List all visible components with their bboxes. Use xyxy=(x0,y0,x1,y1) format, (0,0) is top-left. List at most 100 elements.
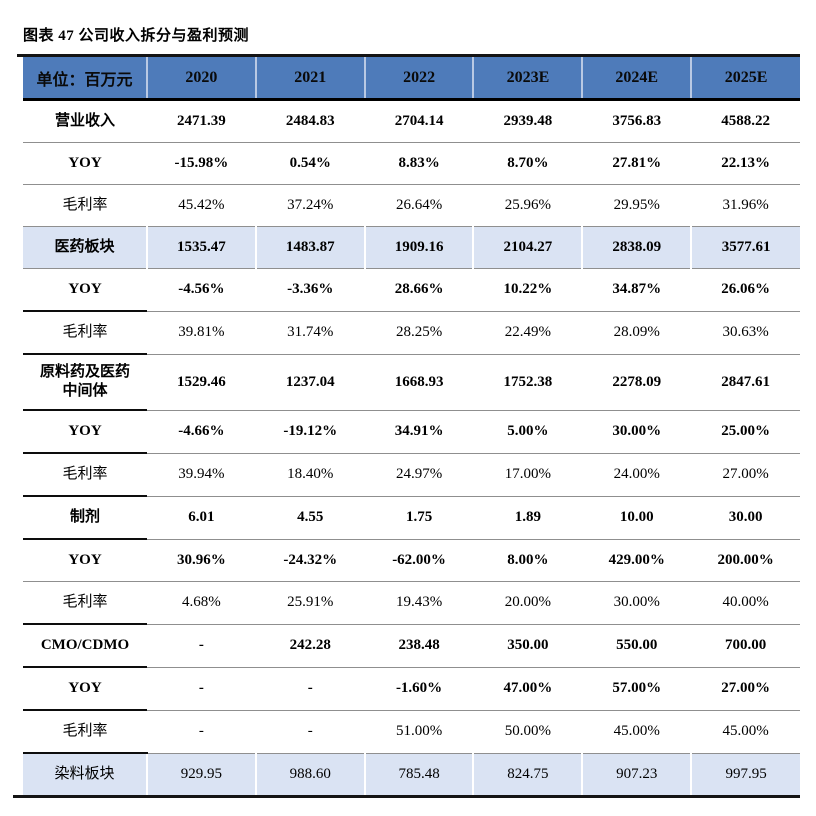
value-cell: -62.00% xyxy=(364,539,474,582)
row-label: 医药板块 xyxy=(23,226,148,269)
value-cell: 22.13% xyxy=(691,142,800,185)
value-cell: - xyxy=(147,624,256,668)
value-cell: 2278.09 xyxy=(582,354,692,411)
value-cell: 45.00% xyxy=(691,710,800,754)
value-cell: 1237.04 xyxy=(255,354,365,411)
year-column-header: 2020 xyxy=(147,57,257,101)
row-label: 原料药及医药中间体 xyxy=(23,354,147,411)
value-cell: 34.91% xyxy=(364,410,474,454)
value-cell: 26.06% xyxy=(691,268,800,312)
value-cell: 30.00% xyxy=(582,581,692,625)
value-cell: 350.00 xyxy=(473,624,583,668)
value-cell: -19.12% xyxy=(255,410,365,454)
value-cell: 2847.61 xyxy=(691,354,800,411)
row-label: 毛利率 xyxy=(23,453,147,497)
value-cell: 238.48 xyxy=(364,624,474,668)
value-cell: -3.36% xyxy=(255,268,365,312)
value-cell: 25.91% xyxy=(255,581,365,625)
value-cell: 20.00% xyxy=(473,581,583,625)
value-cell: 28.25% xyxy=(364,311,474,355)
value-cell: 200.00% xyxy=(691,539,800,582)
value-cell: -24.32% xyxy=(255,539,365,582)
value-cell: 31.96% xyxy=(691,184,800,227)
value-cell: 1752.38 xyxy=(473,354,583,411)
table-row: 制剂 6.01 4.55 1.75 1.89 10.00 30.00 xyxy=(23,496,800,540)
value-cell: 26.64% xyxy=(364,184,474,227)
value-cell: 28.66% xyxy=(364,268,474,312)
table-row: 营业收入 2471.39 2484.83 2704.14 2939.48 3756.83 4… xyxy=(23,99,800,143)
table-row: 医药板块 1535.47 1483.87 1909.16 2104.27 2838.09 3… xyxy=(23,226,800,269)
value-cell: 40.00% xyxy=(691,581,800,625)
unit-header-cell: 单位：百万元 xyxy=(23,57,148,101)
table-row: 染料板块 929.95 988.60 785.48 824.75 907.23 997.95 xyxy=(23,753,800,795)
value-cell: 27.00% xyxy=(691,453,800,497)
table-row: YOY - - -1.60% 47.00% 57.00% 27.00% xyxy=(23,667,800,711)
row-label: 毛利率 xyxy=(23,184,147,227)
value-cell: -15.98% xyxy=(147,142,256,185)
value-cell: 824.75 xyxy=(473,753,584,795)
value-cell: 1668.93 xyxy=(364,354,474,411)
value-cell: 22.49% xyxy=(473,311,583,355)
value-cell: 2704.14 xyxy=(364,99,474,143)
value-cell: 30.00 xyxy=(691,496,800,540)
table-body: 营业收入 2471.39 2484.83 2704.14 2939.48 3756.83 4… xyxy=(23,99,800,795)
row-label: YOY xyxy=(23,410,147,454)
table-top-rule xyxy=(17,54,800,57)
table-row: YOY -15.98% 0.54% 8.83% 8.70% 27.81% 22.13% xyxy=(23,142,800,185)
value-cell: -4.56% xyxy=(147,268,256,312)
revenue-forecast-table: 单位：百万元 2020 2021 2022 2023E 2024E 2025E 营业收入 2… xyxy=(23,57,800,795)
value-cell: 25.96% xyxy=(473,184,583,227)
row-label: YOY xyxy=(23,268,147,312)
value-cell: -4.66% xyxy=(147,410,256,454)
value-cell: 429.00% xyxy=(582,539,692,582)
value-cell: 785.48 xyxy=(364,753,475,795)
value-cell: 29.95% xyxy=(582,184,692,227)
value-cell: 2104.27 xyxy=(473,226,584,269)
value-cell: 45.00% xyxy=(582,710,692,754)
value-cell: 1529.46 xyxy=(147,354,256,411)
value-cell: - xyxy=(147,667,256,711)
value-cell: - xyxy=(147,710,256,754)
value-cell: 988.60 xyxy=(255,753,366,795)
value-cell: 2838.09 xyxy=(582,226,693,269)
value-cell: 25.00% xyxy=(691,410,800,454)
value-cell: 34.87% xyxy=(582,268,692,312)
row-label: 毛利率 xyxy=(23,311,147,355)
row-label: 毛利率 xyxy=(23,710,147,754)
value-cell: 700.00 xyxy=(691,624,800,668)
header-row: 单位：百万元 2020 2021 2022 2023E 2024E 2025E xyxy=(23,57,800,101)
table-row: 毛利率 39.94% 18.40% 24.97% 17.00% 24.00% 27.00% xyxy=(23,453,800,497)
value-cell: 2484.83 xyxy=(255,99,365,143)
table-row: 毛利率 4.68% 25.91% 19.43% 20.00% 30.00% 40.00% xyxy=(23,581,800,625)
row-label: YOY xyxy=(23,667,147,711)
table-row: 原料药及医药中间体 1529.46 1237.04 1668.93 1752.38 227… xyxy=(23,354,800,411)
value-cell: 30.96% xyxy=(147,539,256,582)
value-cell: 17.00% xyxy=(473,453,583,497)
value-cell: 50.00% xyxy=(473,710,583,754)
year-column-header: 2023E xyxy=(473,57,584,101)
value-cell: 4.55 xyxy=(255,496,365,540)
row-label: YOY xyxy=(23,142,147,185)
value-cell: 5.00% xyxy=(473,410,583,454)
value-cell: 2939.48 xyxy=(473,99,583,143)
table-row: 毛利率 45.42% 37.24% 26.64% 25.96% 29.95% 31.96% xyxy=(23,184,800,227)
value-cell: 1.89 xyxy=(473,496,583,540)
value-cell: 27.81% xyxy=(582,142,692,185)
value-cell: 10.00 xyxy=(582,496,692,540)
value-cell: 2471.39 xyxy=(147,99,256,143)
row-label: 染料板块 xyxy=(23,753,148,795)
value-cell: 907.23 xyxy=(582,753,693,795)
table-row: YOY 30.96% -24.32% -62.00% 8.00% 429.00% 200.0… xyxy=(23,539,800,582)
value-cell: 1535.47 xyxy=(147,226,257,269)
value-cell: 8.00% xyxy=(473,539,583,582)
value-cell: 929.95 xyxy=(147,753,257,795)
value-cell: 10.22% xyxy=(473,268,583,312)
figure-caption: 图表 47 公司收入拆分与盈利预测 xyxy=(23,28,250,44)
value-cell: 8.70% xyxy=(473,142,583,185)
row-label: 毛利率 xyxy=(23,581,147,625)
value-cell: 37.24% xyxy=(255,184,365,227)
table-header: 单位：百万元 2020 2021 2022 2023E 2024E 2025E xyxy=(23,57,800,101)
value-cell: 3756.83 xyxy=(582,99,692,143)
value-cell: 4.68% xyxy=(147,581,256,625)
